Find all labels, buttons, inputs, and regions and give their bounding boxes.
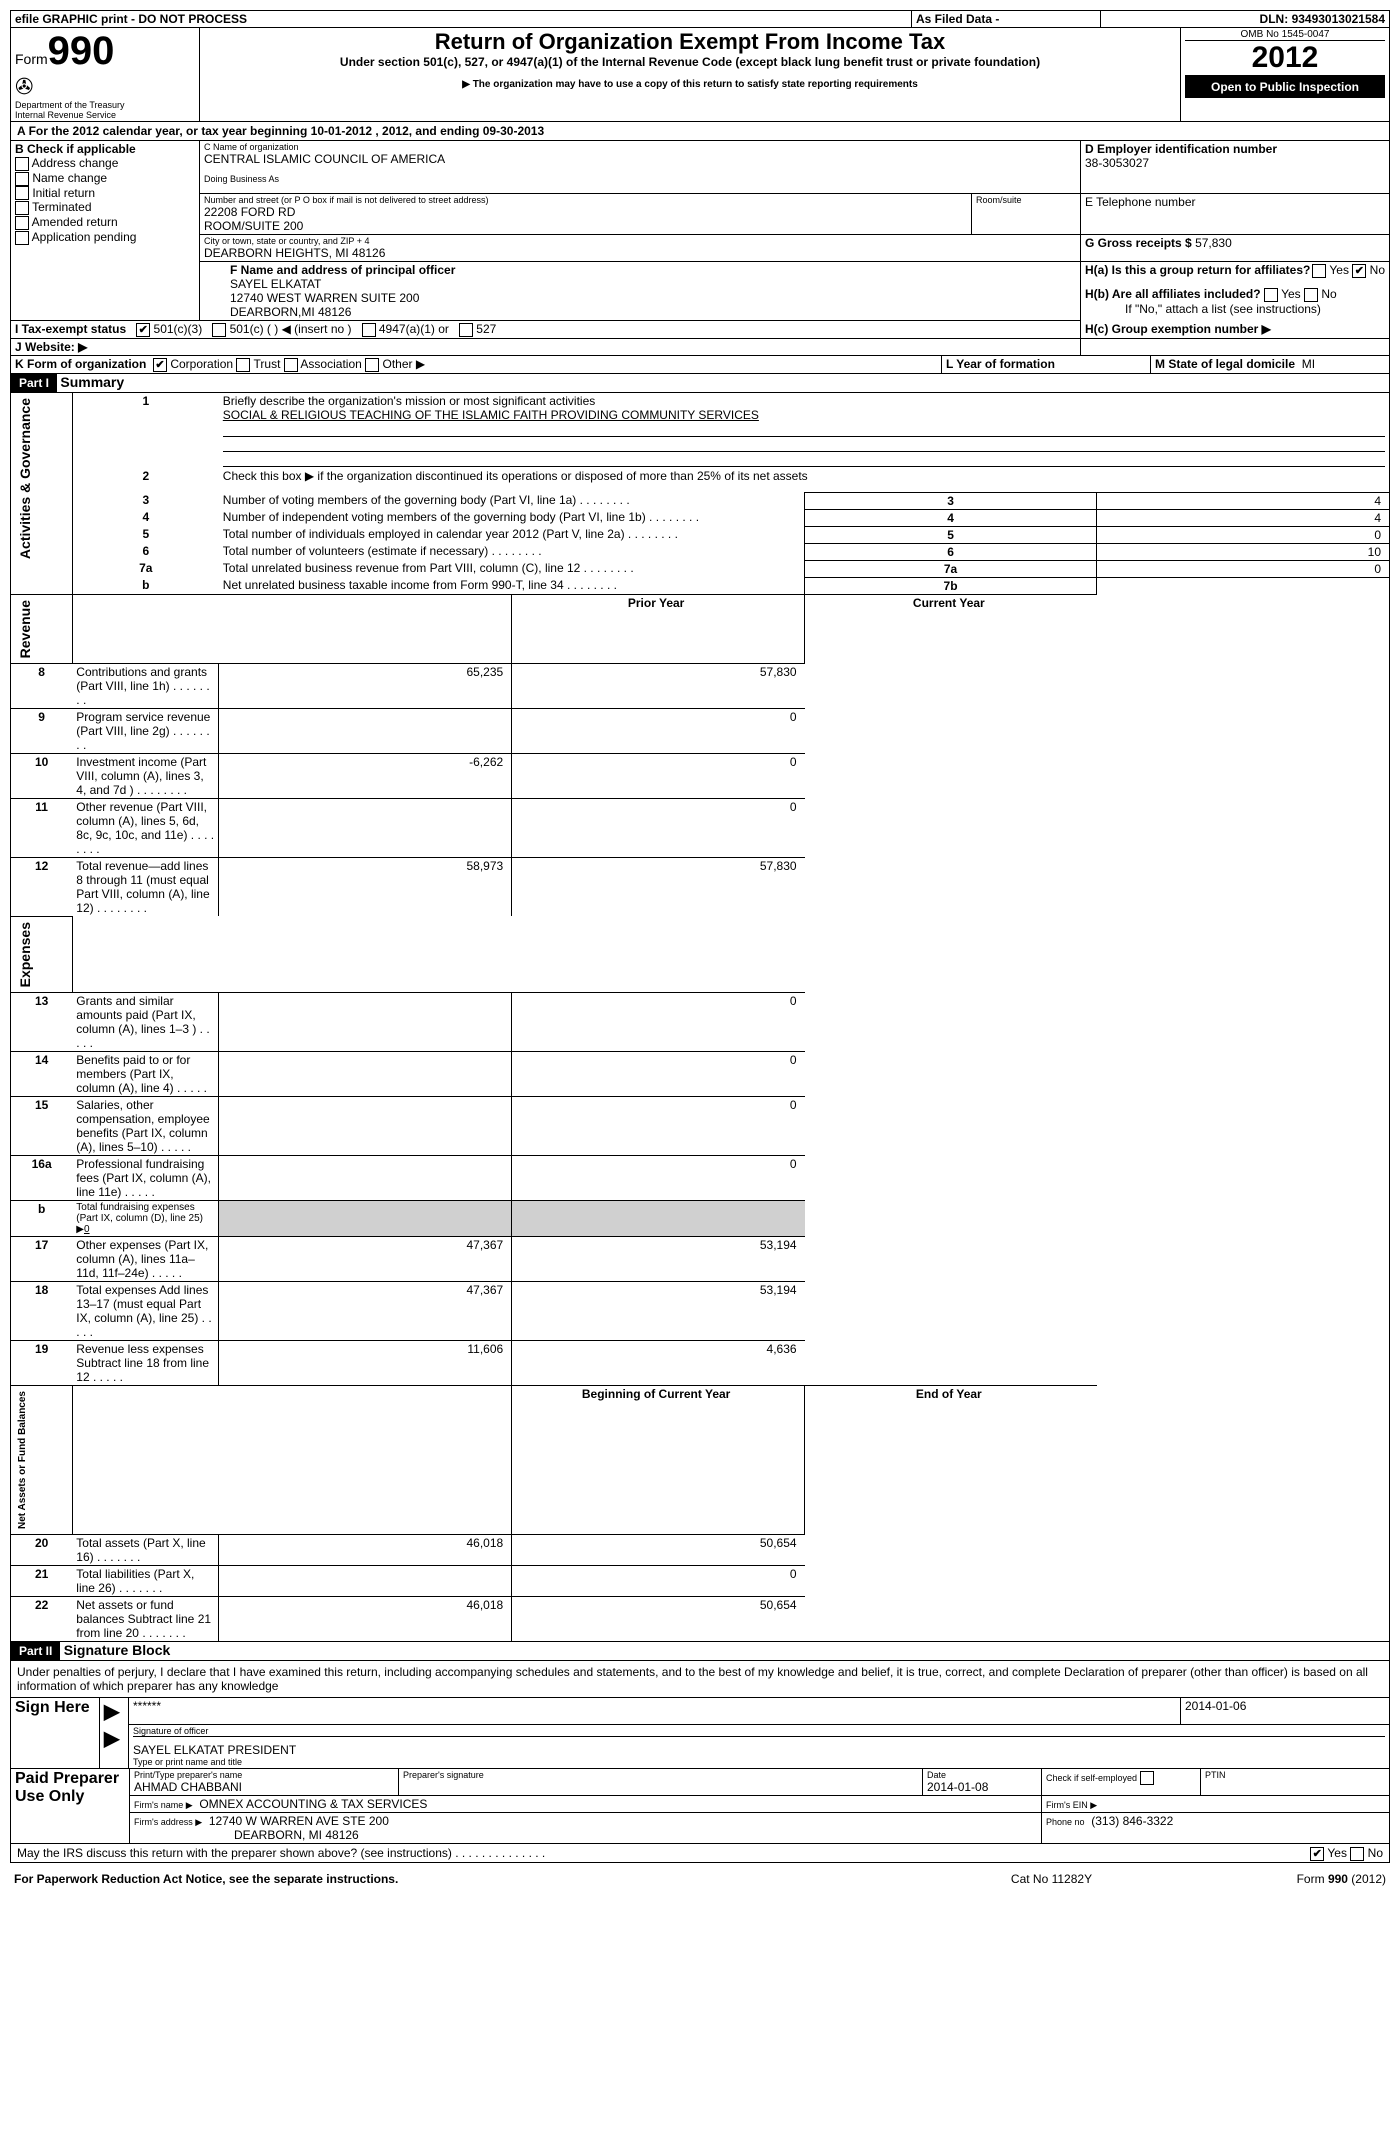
efile-text: efile GRAPHIC print - DO NOT PROCESS <box>11 11 912 28</box>
exp-row: 18Total expenses Add lines 13–17 (must e… <box>11 1281 1390 1340</box>
net-row: 21Total liabilities (Part X, line 26) . … <box>11 1565 1390 1596</box>
bcdeg-block: B Check if applicable Address change Nam… <box>10 141 1390 356</box>
initial-return-checkbox[interactable] <box>15 186 29 200</box>
discuss-no-checkbox[interactable] <box>1350 1847 1364 1861</box>
line-a: A For the 2012 calendar year, or tax yea… <box>10 122 1390 141</box>
rev-row: 10Investment income (Part VIII, column (… <box>11 754 1390 799</box>
rev-row: 12Total revenue—add lines 8 through 11 (… <box>11 858 1390 917</box>
rev-row: 9Program service revenue (Part VIII, lin… <box>11 709 1390 754</box>
name-change-checkbox[interactable] <box>15 172 29 186</box>
declaration: Under penalties of perjury, I declare th… <box>10 1661 1390 1698</box>
exp-row: 15Salaries, other compensation, employee… <box>11 1096 1390 1155</box>
corp-checkbox[interactable]: ✔ <box>153 358 167 372</box>
gov-row: 3Number of voting members of the governi… <box>11 492 1390 509</box>
net-row: 20Total assets (Part X, line 16) . . . .… <box>11 1534 1390 1565</box>
amended-checkbox[interactable] <box>15 216 29 230</box>
part2-header: Part II Signature Block <box>10 1641 1390 1661</box>
footer: For Paperwork Reduction Act Notice, see … <box>10 1871 1390 1887</box>
ha-no-checkbox[interactable]: ✔ <box>1352 264 1366 278</box>
self-emp-checkbox[interactable] <box>1140 1771 1154 1785</box>
as-filed: As Filed Data - <box>912 11 1101 28</box>
trust-checkbox[interactable] <box>236 358 250 372</box>
4947-checkbox[interactable] <box>362 323 376 337</box>
paid-preparer-block: Paid Preparer Use Only Print/Type prepar… <box>10 1769 1390 1844</box>
exp-row: 16aProfessional fundraising fees (Part I… <box>11 1155 1390 1200</box>
discuss-row: May the IRS discuss this return with the… <box>10 1844 1390 1863</box>
assoc-checkbox[interactable] <box>284 358 298 372</box>
gov-row: 7aTotal unrelated business revenue from … <box>11 560 1390 577</box>
other-checkbox[interactable] <box>365 358 379 372</box>
exp-row: bTotal fundraising expenses (Part IX, co… <box>11 1200 1390 1236</box>
gov-row: 6Total number of volunteers (estimate if… <box>11 543 1390 560</box>
exp-row: 17Other expenses (Part IX, column (A), l… <box>11 1236 1390 1281</box>
gov-row: 5Total number of individuals employed in… <box>11 526 1390 543</box>
part1-header: Part I Summary <box>10 374 1390 393</box>
exp-row: 13Grants and similar amounts paid (Part … <box>11 992 1390 1051</box>
part1-body: Activities & Governance 1 Briefly descri… <box>10 393 1390 1641</box>
dln-cell: DLN: 93493013021584 <box>1101 11 1390 28</box>
gov-row: 4Number of independent voting members of… <box>11 509 1390 526</box>
501c-checkbox[interactable] <box>212 323 226 337</box>
hb-yes-checkbox[interactable] <box>1264 288 1278 302</box>
app-pending-checkbox[interactable] <box>15 231 29 245</box>
exp-row: 19Revenue less expenses Subtract line 18… <box>11 1340 1390 1385</box>
discuss-yes-checkbox[interactable]: ✔ <box>1310 1847 1324 1861</box>
527-checkbox[interactable] <box>459 323 473 337</box>
hb-no-checkbox[interactable] <box>1304 288 1318 302</box>
addr-change-checkbox[interactable] <box>15 157 29 171</box>
rev-row: 8Contributions and grants (Part VIII, li… <box>11 664 1390 709</box>
net-row: 22Net assets or fund balances Subtract l… <box>11 1596 1390 1641</box>
ha-yes-checkbox[interactable] <box>1312 264 1326 278</box>
top-bar: efile GRAPHIC print - DO NOT PROCESS As … <box>10 10 1390 28</box>
501c3-checkbox[interactable]: ✔ <box>136 323 150 337</box>
gov-row: bNet unrelated business taxable income f… <box>11 577 1390 594</box>
form-header: Form990 ✇ Department of the Treasury Int… <box>10 28 1390 122</box>
exp-row: 14Benefits paid to or for members (Part … <box>11 1051 1390 1096</box>
rev-row: 11Other revenue (Part VIII, column (A), … <box>11 799 1390 858</box>
terminated-checkbox[interactable] <box>15 201 29 215</box>
klm-block: K Form of organization ✔ Corporation Tru… <box>10 356 1390 374</box>
sign-here-block: Sign Here ▶ ****** 2014-01-06 ▶ Signatur… <box>10 1698 1390 1770</box>
